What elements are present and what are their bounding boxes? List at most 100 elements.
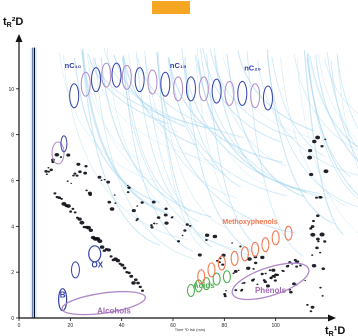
methoxyphenol-ring [271, 230, 280, 246]
alkane-ring [134, 67, 145, 93]
baseline-streak [303, 49, 344, 235]
compound-spot [197, 253, 202, 257]
ridge-spot [71, 207, 75, 210]
alkane-ring [121, 64, 132, 90]
compound-spot [204, 233, 210, 237]
acid-ring [212, 272, 221, 286]
annotation-label: B [60, 290, 66, 299]
compound-spot [76, 162, 81, 166]
alkane-ring [198, 76, 209, 102]
baseline-streak [307, 53, 358, 196]
compound-spot [44, 169, 48, 173]
ridge-spot [127, 271, 131, 275]
acid-ring [222, 270, 231, 284]
early-ring [60, 135, 68, 153]
methoxyphenol-ring [284, 225, 293, 241]
baseline-streak [74, 57, 161, 204]
alkane-ring [185, 76, 196, 102]
ridge-spot [129, 274, 134, 278]
phenol-spot [234, 289, 238, 292]
baseline-streak [202, 47, 282, 143]
edge-spot [321, 267, 326, 271]
phenols-region [231, 262, 310, 301]
baseline-streak [156, 52, 296, 234]
compound-spot [97, 175, 102, 179]
annotation-label: nC₁₀ [65, 61, 81, 70]
baseline-streak [326, 52, 358, 150]
x-axis-title-sub: R [329, 331, 334, 336]
baseline-streak [156, 51, 213, 248]
baseline-streak [296, 57, 358, 234]
ridge-spot [141, 289, 145, 292]
compound-spot [107, 200, 112, 204]
alkane-ring [224, 80, 235, 106]
baseline-streak [209, 48, 297, 139]
edge-spot [320, 145, 324, 148]
compound-spot [72, 174, 75, 177]
baseline-streak [324, 58, 358, 115]
baseline-streak [197, 59, 307, 193]
ridge-spot [69, 210, 73, 213]
compound-spot [152, 222, 156, 225]
compound-spot [114, 202, 117, 204]
compound-spot [59, 156, 63, 158]
baseline-streak [257, 60, 358, 176]
compound-spot [113, 194, 116, 196]
baseline-streak [206, 53, 258, 247]
annotation-labels: nC₁₀ nC₁₅ nC₂₀ OX B Alcohols Acids Phenols Metho… [60, 61, 287, 315]
baseline-streak [113, 54, 186, 128]
edge-spot [312, 139, 317, 144]
ridge-spot [99, 245, 105, 249]
ridge-spot [120, 263, 125, 267]
edge-spot [310, 232, 316, 237]
compound-spot [233, 269, 238, 273]
phenol-spot [243, 281, 246, 284]
compound-spot [265, 284, 270, 288]
baseline-streak [222, 56, 313, 139]
ridge-spot [122, 266, 127, 270]
compound-spot [78, 170, 82, 174]
compound-spot [156, 223, 158, 225]
axis-ticks: 0 20 40 60 80 100 0 2 4 6 8 10 [8, 87, 280, 329]
compound-spot [66, 180, 69, 182]
compound-spot [252, 268, 255, 270]
methoxyphenol-ring [197, 269, 206, 285]
phenol-spot [282, 270, 285, 273]
ox-ring [70, 261, 80, 279]
ridge-spot [109, 255, 113, 258]
baseline-streak [182, 60, 242, 188]
annotation-label: Methoxyphenols [222, 219, 277, 226]
baseline-streak [144, 50, 237, 199]
x-axis-arrow [328, 314, 336, 322]
edge-spot [316, 214, 320, 218]
baseline-streak [336, 53, 358, 130]
methoxyphenol-ring [217, 255, 226, 271]
compound-spot [70, 182, 72, 184]
compound-spot [156, 216, 161, 220]
compound-spot [45, 173, 48, 176]
alkane-ring [69, 83, 80, 109]
edge-spot [323, 240, 327, 243]
compound-spot [126, 191, 130, 194]
alkane-ring [237, 80, 248, 106]
baseline-streak [308, 52, 358, 147]
compound-spot [103, 178, 106, 181]
ridge-spot [131, 281, 136, 285]
compound-spot [140, 201, 144, 204]
ox-ring [88, 245, 102, 263]
alkane-ring [91, 67, 101, 93]
ridge-spot [53, 192, 57, 195]
x-tick-label: 60 [170, 323, 176, 329]
ridge-spot [136, 281, 140, 285]
compound-spot [127, 184, 129, 187]
edge-spot [319, 196, 323, 199]
phenol-spot [271, 274, 275, 278]
ridge-spot [77, 217, 82, 221]
baseline-streak [309, 55, 358, 147]
compound-spot [100, 179, 103, 181]
compound-spot [181, 234, 184, 237]
ridge-spot [97, 239, 103, 244]
alcohols-region [61, 290, 146, 316]
baseline-streak [280, 57, 348, 207]
compound-spot [237, 269, 240, 272]
